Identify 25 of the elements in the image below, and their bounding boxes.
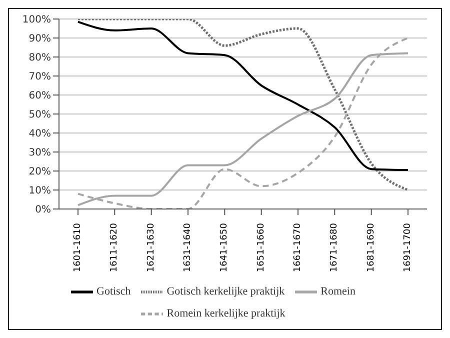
y-tick-label: 50%	[28, 110, 51, 121]
y-tick-label: 40%	[28, 128, 51, 140]
y-tick-label: 20%	[28, 166, 51, 178]
x-tick-label: 1691-1700	[403, 222, 413, 272]
legend-label: Gotisch kerkelijke praktijk	[166, 286, 285, 298]
y-tick-label: 10%	[28, 186, 51, 197]
x-tick-label: 1681-1690	[366, 222, 376, 272]
x-tick-label: 1651-1660	[256, 222, 266, 272]
y-tick-label: 90%	[28, 34, 51, 45]
x-tick-label: 1671-1680	[330, 222, 340, 272]
x-tick-label: 1601-1610	[73, 222, 83, 272]
y-tick-label: 60%	[28, 90, 51, 102]
x-tick-label: 1621-1630	[146, 222, 156, 272]
legend-label: Romein kerkelijke praktijk	[166, 308, 286, 320]
legend-label: Gotisch	[96, 286, 131, 298]
x-tick-label: 1661-1670	[293, 222, 303, 272]
y-tick-label: 100%	[22, 14, 51, 26]
y-tick-label: 80%	[28, 52, 51, 64]
y-tick-label: 30%	[28, 148, 51, 159]
legend-label: Romein	[320, 286, 356, 298]
y-tick-label: 70%	[28, 72, 51, 83]
x-tick-label: 1641-1650	[220, 222, 230, 272]
x-tick-label: 1611-1620	[110, 222, 120, 272]
x-tick-label: 1631-1640	[183, 222, 193, 272]
y-tick-label: 0%	[35, 204, 51, 216]
